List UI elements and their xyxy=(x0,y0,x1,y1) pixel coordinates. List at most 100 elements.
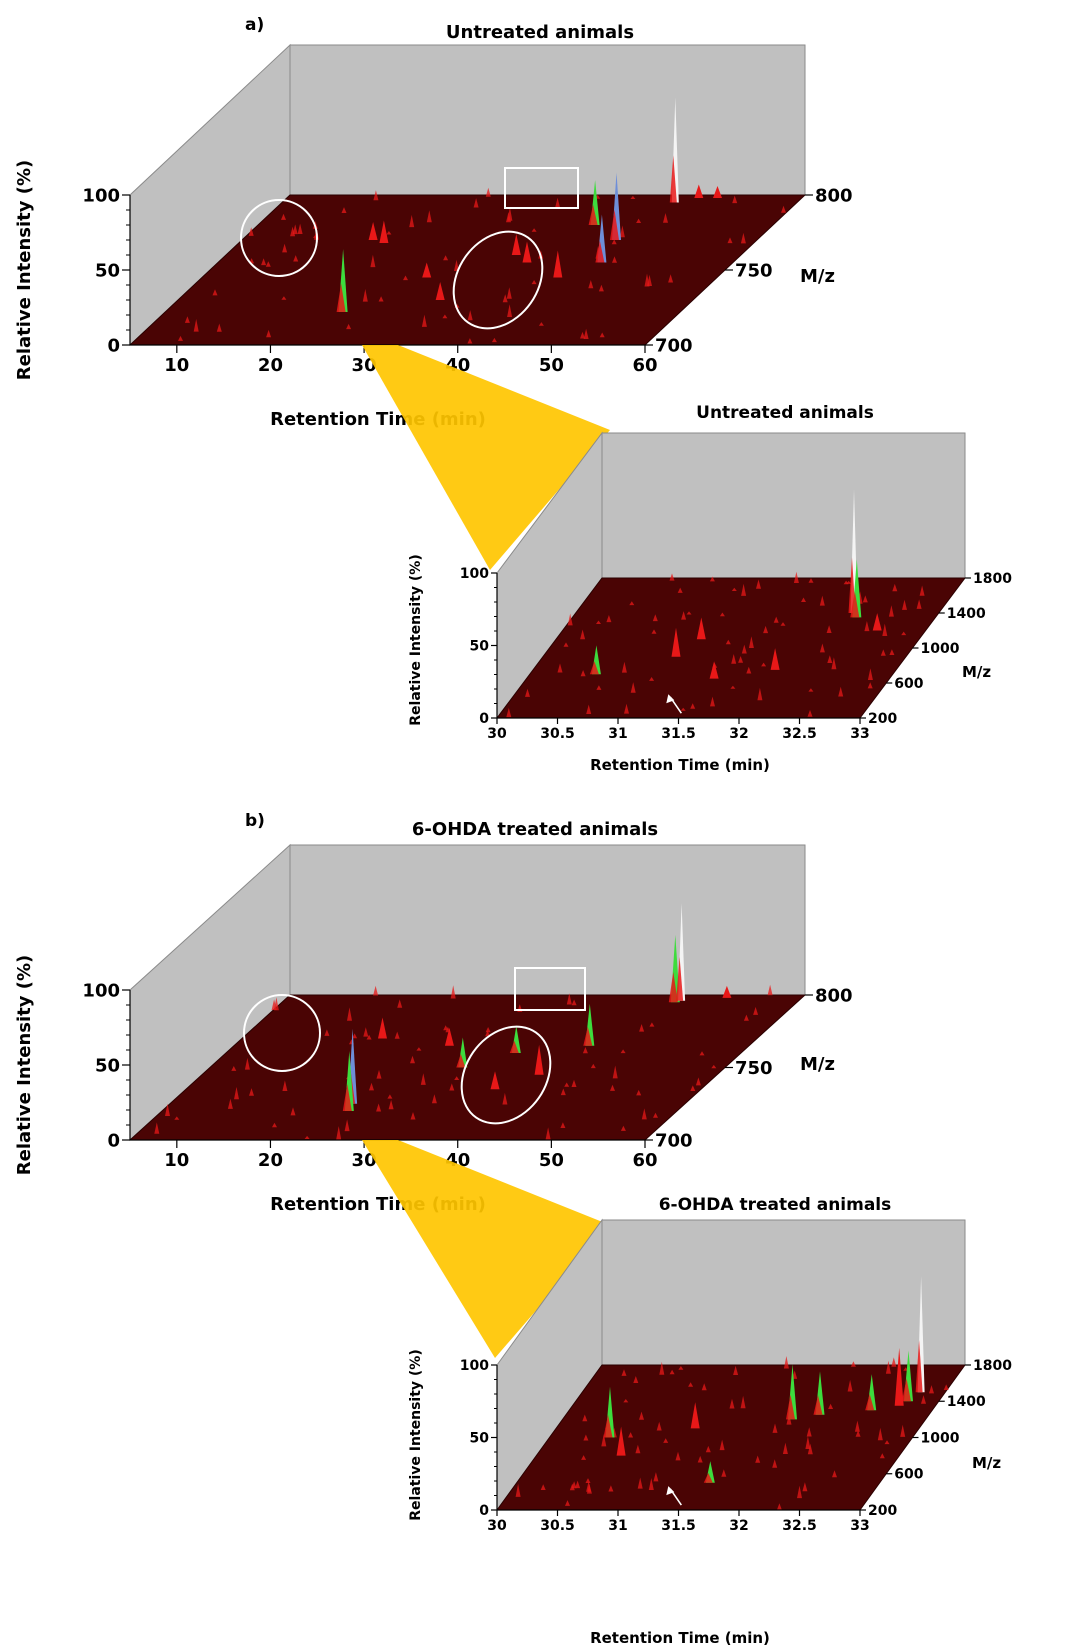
data-peak xyxy=(379,220,389,243)
noise-peak xyxy=(680,707,686,711)
chart-title: Untreated animals xyxy=(696,403,874,423)
back-wall xyxy=(601,1219,966,1366)
data-peak xyxy=(378,1017,387,1039)
data-peak-shoulder xyxy=(509,1040,519,1053)
z-tick-label: 600 xyxy=(894,676,923,692)
noise-peak xyxy=(421,314,427,327)
noise-peak xyxy=(154,1122,160,1134)
z-axis-label: M/z xyxy=(972,1454,1001,1472)
noise-peak xyxy=(586,1481,592,1492)
noise-peak xyxy=(636,218,642,223)
z-axis-label: M/z xyxy=(800,266,835,287)
data-peak-shoulder xyxy=(588,204,598,225)
noise-peak xyxy=(695,1077,701,1086)
noise-peak xyxy=(725,639,731,645)
noise-peak xyxy=(580,629,586,640)
noise-peak xyxy=(580,670,586,677)
x-axis-label: Retention Time (min) xyxy=(590,756,770,774)
y-axis-label: Relative Intensity (%) xyxy=(408,1349,424,1521)
noise-peak xyxy=(507,207,513,221)
data-peak xyxy=(422,262,432,278)
noise-peak xyxy=(649,1022,655,1027)
noise-peak xyxy=(585,1478,591,1483)
noise-peak xyxy=(889,649,895,655)
noise-peak xyxy=(730,685,736,689)
noise-peak xyxy=(403,275,408,281)
noise-peak xyxy=(531,228,537,232)
noise-peak xyxy=(867,682,873,689)
back-wall xyxy=(289,44,806,196)
noise-peak xyxy=(738,656,744,663)
data-peak xyxy=(368,222,378,240)
noise-peak xyxy=(635,1444,641,1454)
noise-peak xyxy=(227,1098,233,1109)
noise-peak xyxy=(690,1085,696,1091)
noise-peak xyxy=(416,1047,422,1051)
noise-peak xyxy=(743,1014,749,1021)
noise-peak xyxy=(485,1030,491,1037)
x-tick-label: 30 xyxy=(352,355,377,376)
y-tick-label: 100 xyxy=(460,566,489,582)
noise-peak xyxy=(705,1445,711,1453)
x-tick-label: 30 xyxy=(352,1150,377,1171)
y-axis-label-text: Relative Intensity (%) xyxy=(408,554,424,726)
noise-peak xyxy=(565,1500,570,1506)
noise-peak xyxy=(686,611,692,615)
noise-peak xyxy=(397,999,403,1008)
noise-peak xyxy=(272,1122,277,1128)
highlight-circle xyxy=(243,994,321,1072)
noise-peak xyxy=(569,1483,575,1491)
noise-peak xyxy=(502,1092,508,1105)
z-tick-label: 1400 xyxy=(947,606,986,622)
noise-peak xyxy=(850,1361,856,1367)
data-peak xyxy=(522,241,532,263)
data-peak xyxy=(435,282,445,300)
noise-peak xyxy=(832,1470,837,1478)
data-peak-shoulder xyxy=(915,1340,923,1393)
noise-peak xyxy=(843,580,849,585)
noise-peak xyxy=(885,1360,891,1374)
noise-peak xyxy=(583,1434,589,1441)
noise-peak xyxy=(586,704,592,714)
noise-peak xyxy=(376,1103,382,1112)
noise-peak xyxy=(880,649,886,656)
noise-peak xyxy=(620,1049,626,1054)
noise-peak xyxy=(755,1455,761,1463)
noise-peak xyxy=(802,1482,808,1492)
noise-peak xyxy=(748,636,754,648)
noise-peak xyxy=(420,1073,426,1085)
noise-peak xyxy=(753,1006,759,1015)
x-tick-label: 30.5 xyxy=(540,1518,575,1534)
y-tick-label: 0 xyxy=(107,335,120,356)
panel-label-a: a) xyxy=(245,15,264,35)
noise-peak xyxy=(620,1125,626,1131)
noise-peak xyxy=(598,284,604,292)
zoom-callout-a xyxy=(362,345,610,570)
x-tick-label: 60 xyxy=(632,1150,657,1171)
z-tick-label: 700 xyxy=(655,335,693,356)
noise-peak xyxy=(838,686,844,697)
noise-peak xyxy=(732,195,738,204)
noise-peak xyxy=(290,1107,296,1116)
zoom-callout-b xyxy=(362,1140,610,1358)
noise-peak xyxy=(231,1066,237,1071)
data-peak-shoulder xyxy=(336,283,346,312)
noise-peak xyxy=(675,1451,681,1461)
z-tick-label: 800 xyxy=(815,985,853,1006)
x-axis-label: Retention Time (min) xyxy=(590,1629,770,1647)
x-tick-label: 30 xyxy=(487,1518,507,1534)
noise-peak xyxy=(216,323,222,332)
x-tick-label: 10 xyxy=(164,1150,189,1171)
noise-peak xyxy=(741,583,747,596)
noise-peak xyxy=(282,1080,288,1091)
noise-peak xyxy=(648,1478,654,1490)
data-peak xyxy=(872,613,882,631)
noise-peak xyxy=(165,1103,170,1116)
noise-peak xyxy=(901,631,907,636)
noise-peak xyxy=(506,707,512,718)
noise-peak xyxy=(761,662,767,667)
data-peak-shoulder xyxy=(813,1395,823,1415)
noise-peak xyxy=(265,261,271,267)
noise-peak xyxy=(630,195,636,199)
